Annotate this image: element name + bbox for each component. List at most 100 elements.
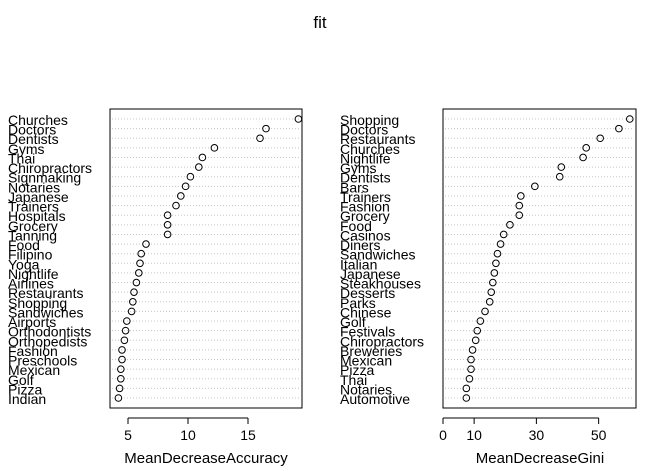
- accuracy-data-point: [132, 278, 141, 287]
- accuracy-data-point: [172, 201, 180, 210]
- gini-data-point: [492, 259, 500, 268]
- accuracy-category-label: Dentists: [8, 131, 59, 147]
- accuracy-data-point: [137, 249, 145, 258]
- accuracy-category-label: Chiropractors: [8, 160, 92, 176]
- gini-category-label: Gyms: [340, 160, 377, 176]
- gini-data-point: [499, 230, 508, 239]
- gini-data-point: [467, 355, 475, 364]
- accuracy-category-label: Gyms: [8, 141, 45, 157]
- accuracy-data-point: [294, 115, 303, 123]
- accuracy-category-label: Orthopedists: [8, 333, 87, 349]
- gini-category-label: Sandwiches: [340, 247, 416, 263]
- gini-data-point: [476, 317, 485, 325]
- accuracy-rows: ChurchesDoctorsDentistsGymsThaiChiroprac…: [8, 112, 303, 407]
- accuracy-category-label: Airlines: [8, 276, 54, 292]
- accuracy-category-label: Orthodontists: [8, 324, 91, 340]
- gini-tick-label: 10: [466, 427, 482, 443]
- gini-category-label: Golf: [340, 314, 366, 330]
- gini-tick-label: 50: [591, 427, 607, 443]
- accuracy-data-point: [136, 259, 144, 268]
- accuracy-data-point: [120, 336, 129, 345]
- gini-data-point: [506, 221, 514, 229]
- gini-category-label: Steakhouses: [340, 276, 421, 292]
- accuracy-category-label: Thai: [8, 150, 35, 166]
- gini-data-point: [557, 163, 566, 171]
- gini-category-label: Italian: [340, 256, 377, 272]
- gini-category-label: Diners: [340, 237, 380, 253]
- gini-data-point: [515, 211, 524, 220]
- accuracy-data-point: [181, 182, 190, 191]
- gini-category-label: Mexican: [340, 353, 392, 369]
- gini-data-point: [517, 192, 525, 200]
- accuracy-x-axis-label: MeanDecreaseAccuracy: [124, 450, 288, 467]
- accuracy-data-point: [186, 172, 195, 181]
- accuracy-data-point: [123, 317, 131, 325]
- gini-data-point: [515, 201, 524, 210]
- accuracy-category-label: Pizza: [8, 381, 42, 397]
- gini-data-point: [596, 134, 605, 143]
- gini-category-label: Restaurants: [340, 131, 415, 147]
- gini-category-label: Chinese: [340, 304, 392, 320]
- gini-category-label: Automotive: [340, 391, 410, 407]
- accuracy-category-label: Food: [8, 237, 40, 253]
- gini-category-label: Casinos: [340, 227, 391, 243]
- gini-data-point: [625, 115, 634, 123]
- accuracy-data-point: [163, 221, 172, 229]
- accuracy-data-point: [121, 326, 130, 335]
- accuracy-data-point: [195, 163, 203, 171]
- accuracy-tick-label: 5: [124, 427, 132, 443]
- accuracy-data-point: [163, 230, 172, 239]
- gini-data-point: [468, 346, 477, 354]
- gini-plot-frame: [442, 108, 637, 409]
- gini-category-label: Chiropractors: [340, 333, 424, 349]
- accuracy-data-point: [142, 240, 150, 248]
- accuracy-category-label: Japanese: [8, 189, 69, 205]
- gini-category-label: Thai: [340, 372, 367, 388]
- accuracy-data-point: [262, 124, 270, 133]
- gini-tick-label: 0: [439, 427, 447, 443]
- accuracy-category-label: Hospitals: [8, 208, 66, 224]
- gini-category-label: Churches: [340, 141, 400, 157]
- accuracy-category-label: Sandwiches: [8, 304, 84, 320]
- gini-data-point: [471, 336, 480, 345]
- accuracy-category-label: Tanning: [8, 227, 57, 243]
- accuracy-category-label: Restaurants: [8, 285, 83, 301]
- accuracy-panel: ChurchesDoctorsDentistsGymsThaiChiroprac…: [8, 108, 303, 467]
- accuracy-data-point: [118, 346, 126, 354]
- gini-data-point: [481, 307, 489, 316]
- gini-category-label: Trainers: [340, 189, 391, 205]
- accuracy-data-point: [135, 269, 143, 277]
- gini-category-label: Festivals: [340, 324, 395, 340]
- gini-data-point: [496, 240, 505, 248]
- accuracy-category-label: Golf: [8, 372, 34, 388]
- accuracy-category-label: Trainers: [8, 199, 59, 215]
- figure-title: fit: [313, 13, 327, 32]
- gini-category-label: Nightlife: [340, 150, 391, 166]
- accuracy-data-point: [177, 192, 185, 200]
- accuracy-tick-label: 15: [240, 427, 256, 443]
- gini-category-label: Notaries: [340, 381, 392, 397]
- gini-data-point: [582, 144, 590, 152]
- accuracy-data-point: [118, 355, 126, 364]
- gini-panel: ShoppingDoctorsRestaurantsChurchesNightl…: [340, 108, 637, 467]
- gini-data-point: [465, 374, 474, 383]
- accuracy-category-label: Churches: [8, 112, 68, 128]
- accuracy-category-label: Notaries: [8, 179, 60, 195]
- gini-rows: ShoppingDoctorsRestaurantsChurchesNightl…: [340, 112, 634, 407]
- accuracy-category-label: Signmaking: [8, 170, 81, 186]
- gini-category-label: Bars: [340, 179, 369, 195]
- gini-data-point: [579, 153, 587, 162]
- accuracy-category-label: Fashion: [8, 343, 58, 359]
- gini-category-label: Breweries: [340, 343, 402, 359]
- gini-category-label: Fashion: [340, 199, 390, 215]
- accuracy-data-point: [114, 394, 123, 402]
- accuracy-data-point: [117, 374, 125, 383]
- accuracy-data-point: [163, 211, 172, 220]
- gini-category-label: Dentists: [340, 170, 391, 186]
- accuracy-category-label: Indian: [8, 391, 46, 407]
- accuracy-data-point: [210, 144, 219, 152]
- accuracy-category-label: Yoga: [8, 256, 40, 272]
- gini-category-label: Grocery: [340, 208, 390, 224]
- gini-category-label: Parks: [340, 295, 376, 311]
